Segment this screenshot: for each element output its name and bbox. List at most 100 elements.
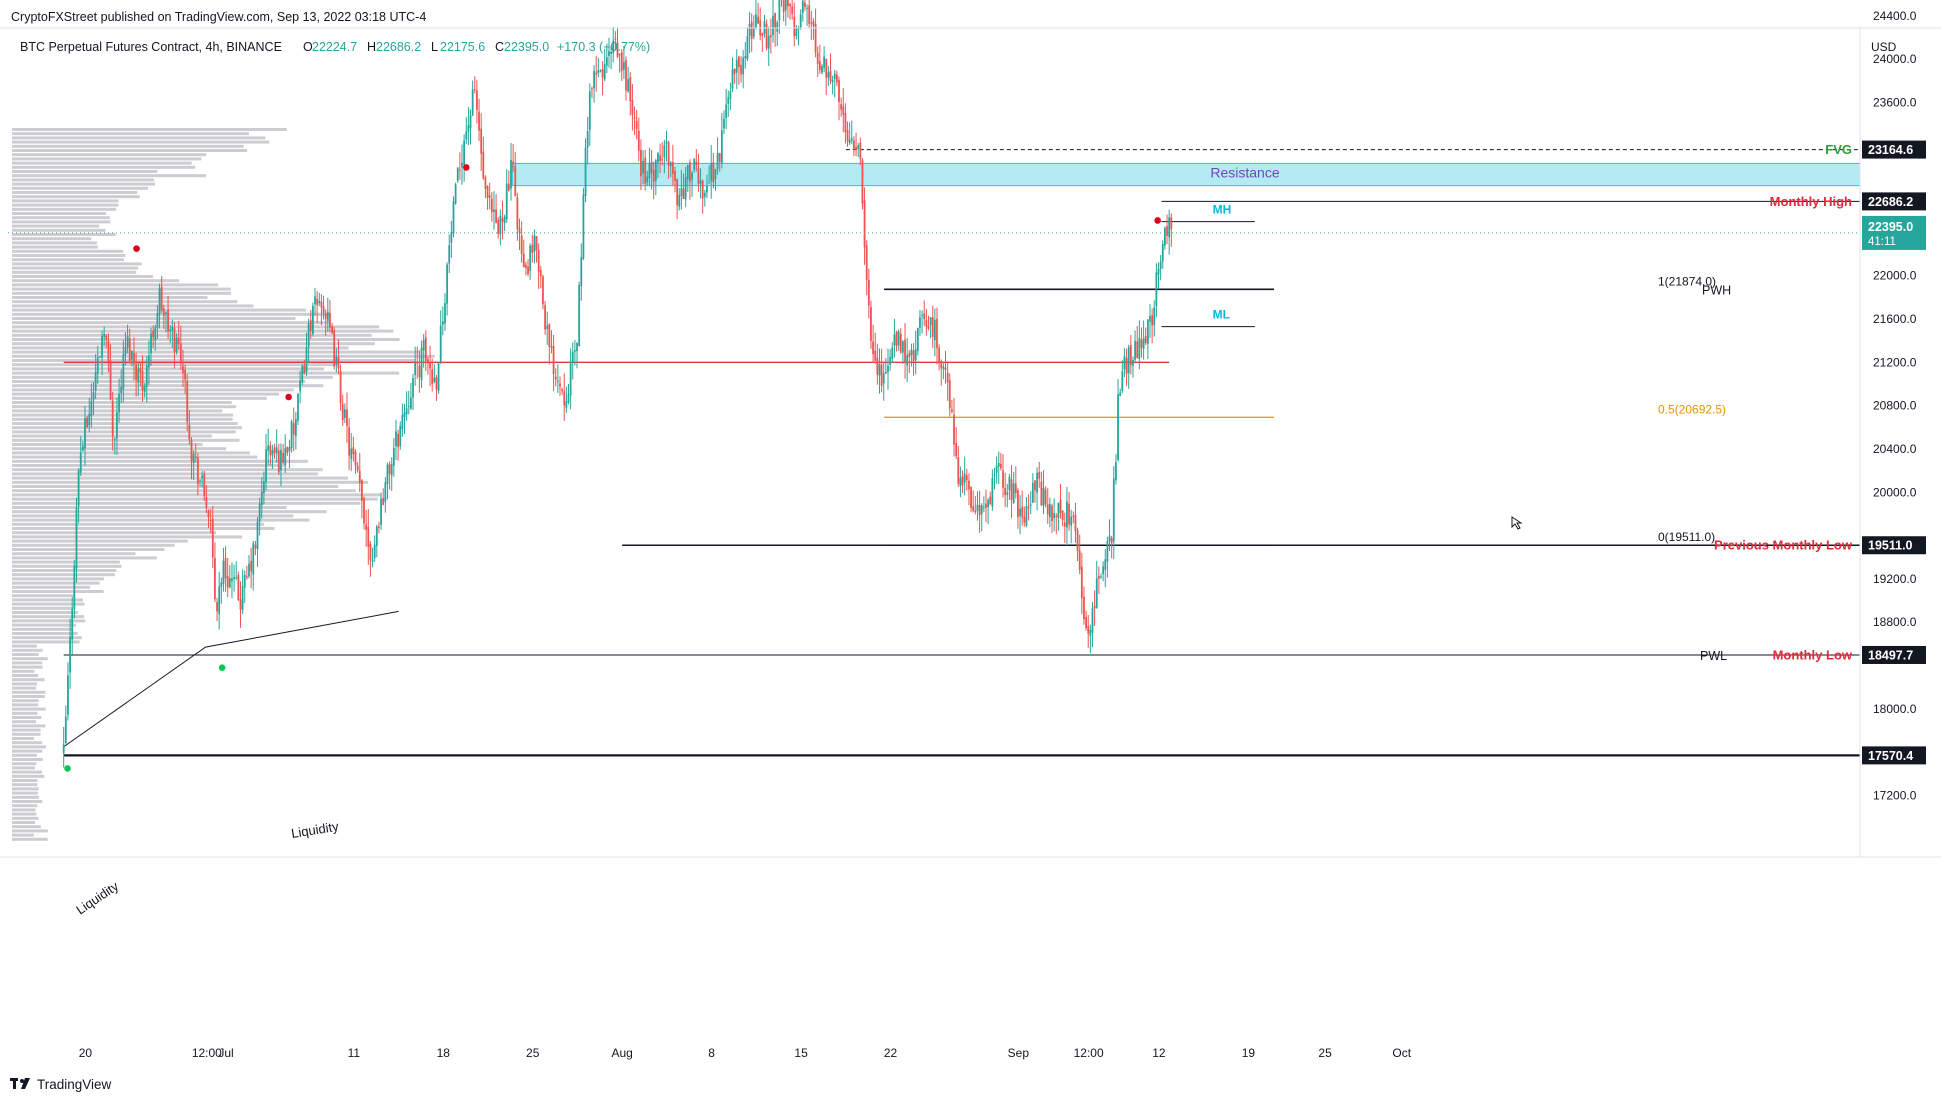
candle-body: [554, 376, 557, 380]
candle-body: [576, 343, 578, 352]
volume-profile-bar: [12, 262, 142, 266]
volume-profile-bar: [12, 464, 287, 467]
candle-body: [320, 301, 323, 308]
candle-body: [559, 383, 561, 387]
candle-body: [659, 155, 661, 162]
volume-profile-bar: [12, 762, 37, 766]
volume-profile-bar: [12, 422, 238, 425]
candle-body: [299, 380, 302, 391]
fib-label: 1(21874.0): [1658, 274, 1716, 288]
candle-body: [916, 328, 919, 351]
candle-body: [81, 446, 84, 451]
volume-profile-bar: [12, 249, 124, 253]
candle-body: [237, 574, 240, 600]
monthly-high-tag: [1862, 192, 1926, 211]
ohlc-key-C: C: [495, 40, 504, 54]
candle-body: [699, 180, 702, 184]
time-tick-label: 20: [79, 1046, 93, 1060]
liquidity-trendline: [63, 610, 399, 748]
candle-body: [214, 558, 216, 600]
candle-body: [1142, 338, 1145, 349]
candle-body: [838, 79, 840, 103]
price-tick-label: 21600.0: [1873, 312, 1917, 326]
candle-body: [1159, 261, 1162, 270]
candle-body: [458, 169, 461, 171]
candle-body: [667, 142, 670, 166]
volume-profile-bar: [12, 384, 324, 388]
volume-profile-bar: [12, 678, 45, 682]
candle-body: [158, 288, 161, 316]
candle-body: [761, 33, 764, 36]
candle-body: [495, 209, 497, 223]
candle-body: [884, 371, 887, 374]
candle-body: [882, 373, 885, 384]
candle-body: [727, 97, 730, 104]
candle-body: [823, 56, 826, 68]
volume-profile-bar: [12, 690, 46, 694]
axes: 17200.0 18000.0 18800.0 19200.0 20000.0 20400…: [0, 9, 1941, 1060]
candle-body: [303, 365, 306, 374]
candle-body: [476, 90, 478, 110]
candle-body: [444, 303, 446, 324]
candle-body: [539, 270, 542, 277]
candle-body: [537, 249, 540, 272]
volume-profile-bar: [12, 480, 369, 484]
volume-profile-bar: [12, 375, 333, 379]
candle-body: [463, 140, 466, 166]
candle-body: [812, 21, 815, 26]
volume-profile-bar: [12, 745, 47, 749]
candle-body: [1104, 559, 1107, 570]
candle-body: [186, 381, 189, 422]
candle-body: [333, 330, 336, 367]
candle-body: [1059, 499, 1062, 513]
candle-body: [1095, 578, 1098, 608]
candle-body: [288, 447, 291, 452]
candle-body: [682, 188, 685, 199]
candle-body: [893, 334, 896, 346]
candle-body: [418, 365, 421, 378]
candle-body: [147, 355, 150, 368]
candle-body: [652, 169, 655, 182]
candle-body: [985, 503, 987, 508]
ohlc-key-H: H: [367, 40, 376, 54]
candle-body: [808, 5, 811, 24]
candle-body: [1136, 341, 1139, 359]
candle-body: [748, 24, 751, 36]
volume-profile-bar: [12, 711, 38, 715]
volume-profile-bar: [12, 476, 349, 480]
candle-body: [439, 325, 442, 362]
candle-body: [1125, 358, 1128, 374]
volume-profile-bar: [12, 380, 306, 383]
candle-body: [929, 317, 932, 326]
candle-body: [456, 167, 459, 182]
candle-body: [684, 176, 687, 200]
candle-body: [995, 465, 998, 473]
candle-body: [1010, 479, 1013, 500]
ml-label: ML: [1213, 308, 1230, 322]
candle-body: [908, 353, 911, 357]
candle-body: [171, 326, 174, 331]
candle-body: [205, 497, 208, 508]
candle-body: [714, 168, 717, 180]
candle-body: [735, 59, 738, 73]
key-support-tag: [1862, 746, 1926, 765]
volume-profile-bar: [12, 741, 43, 745]
candle-body: [895, 331, 898, 346]
volume-profile-bar: [12, 732, 41, 736]
volume-profile-bar: [12, 800, 43, 803]
candle-body: [789, 3, 791, 6]
candle-body: [1112, 478, 1115, 542]
candle-body: [746, 35, 749, 60]
time-tick-label: 8: [708, 1046, 715, 1060]
current-price-tag-text: 22395.0: [1868, 220, 1913, 234]
candle-body: [1168, 217, 1171, 238]
candle-body: [378, 526, 380, 528]
candle-body: [710, 162, 713, 182]
volume-profile-bar: [12, 417, 233, 421]
volume-profile-bar: [12, 804, 38, 808]
time-tick-label: Jul: [218, 1046, 233, 1060]
candle-body: [341, 403, 344, 420]
volume-profile-bar: [12, 212, 107, 215]
volume-profile-bar: [12, 241, 97, 245]
